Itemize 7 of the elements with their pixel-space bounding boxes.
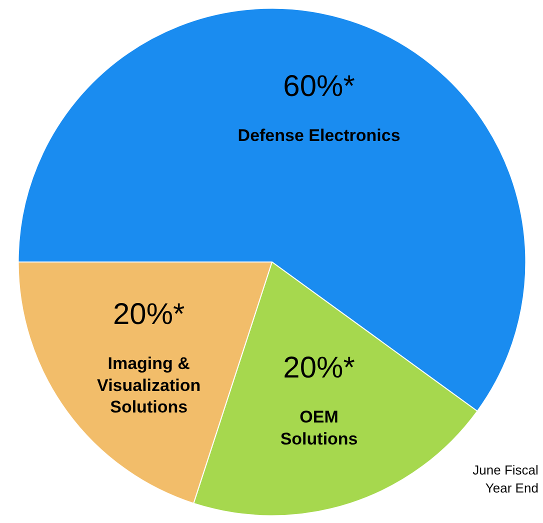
slice-label: OEM Solutions xyxy=(280,408,358,449)
data-label: 20%* xyxy=(283,352,356,385)
text: June Fiscal Year End xyxy=(472,462,539,496)
data-label: 20%* xyxy=(112,298,186,331)
slice-label: Defense Electronics xyxy=(238,126,400,146)
slice-label: Imaging & Visualization Solutions xyxy=(97,354,201,417)
data-label: 60%* xyxy=(283,70,356,104)
